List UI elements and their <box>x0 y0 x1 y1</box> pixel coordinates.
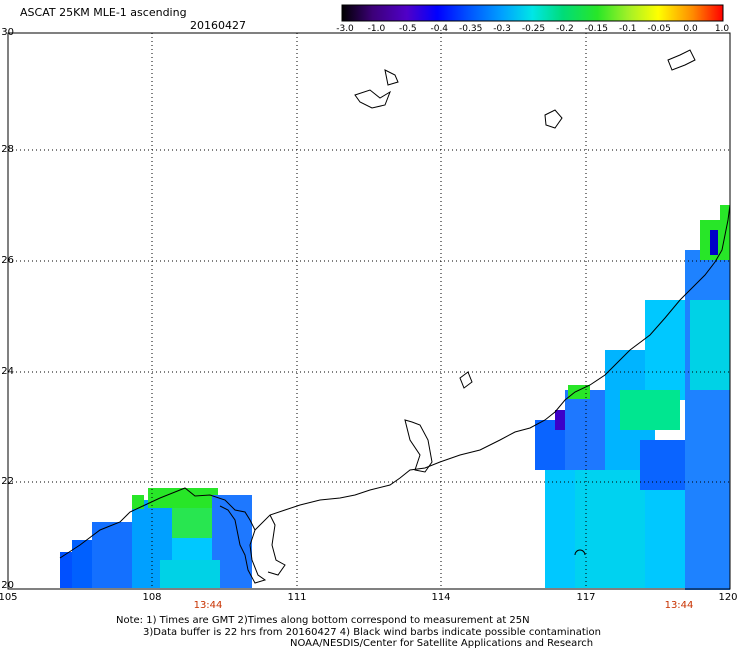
swath-data-east <box>535 205 730 590</box>
x-tick-105: 105 <box>0 592 18 603</box>
note-line-1: Note: 1) Times are GMT 2)Times along bot… <box>116 615 530 626</box>
y-tick-30: 30 <box>1 27 14 38</box>
pass-time-east: 13:44 <box>664 600 694 611</box>
y-tick-22: 22 <box>1 476 14 487</box>
swath-data-west <box>60 488 252 588</box>
colorbar-label: -0.25 <box>521 24 546 34</box>
pass-time-west: 13:44 <box>193 600 223 611</box>
x-tick-114: 114 <box>431 592 451 603</box>
product-date: 20160427 <box>190 19 246 32</box>
colorbar-label: -0.05 <box>647 24 671 34</box>
product-title: ASCAT 25KM MLE-1 ascending <box>20 6 187 19</box>
x-tick-111: 111 <box>287 592 307 603</box>
x-tick-117: 117 <box>576 592 596 603</box>
colorbar-label: -0.2 <box>556 24 574 34</box>
colorbar-label: -0.5 <box>399 24 417 34</box>
map-frame <box>7 32 731 590</box>
y-tick-24: 24 <box>1 366 14 377</box>
colorbar-label: -1.0 <box>367 24 386 34</box>
x-tick-108: 108 <box>142 592 162 603</box>
note-line-2: 3)Data buffer is 22 hrs from 20160427 4)… <box>143 627 601 638</box>
y-tick-28: 28 <box>1 144 14 155</box>
colorbar-label: -0.35 <box>459 24 483 34</box>
colorbar-label: 0.0 <box>683 24 698 34</box>
colorbar-label: 1.0 <box>714 24 730 34</box>
colorbar-label: -0.1 <box>618 24 637 34</box>
colorbar-label: -0.4 <box>430 24 449 34</box>
colorbar-label: -0.3 <box>493 24 511 34</box>
colorbar-label: -0.15 <box>584 24 608 34</box>
y-tick-26: 26 <box>1 255 14 266</box>
coastline <box>59 49 731 584</box>
note-line-3: NOAA/NESDIS/Center for Satellite Applica… <box>290 638 594 649</box>
colorbar-label: -3.0 <box>336 24 354 34</box>
lat-lon-grid <box>8 33 730 589</box>
x-tick-120: 120 <box>718 592 738 603</box>
y-tick-20: 20 <box>1 580 14 591</box>
